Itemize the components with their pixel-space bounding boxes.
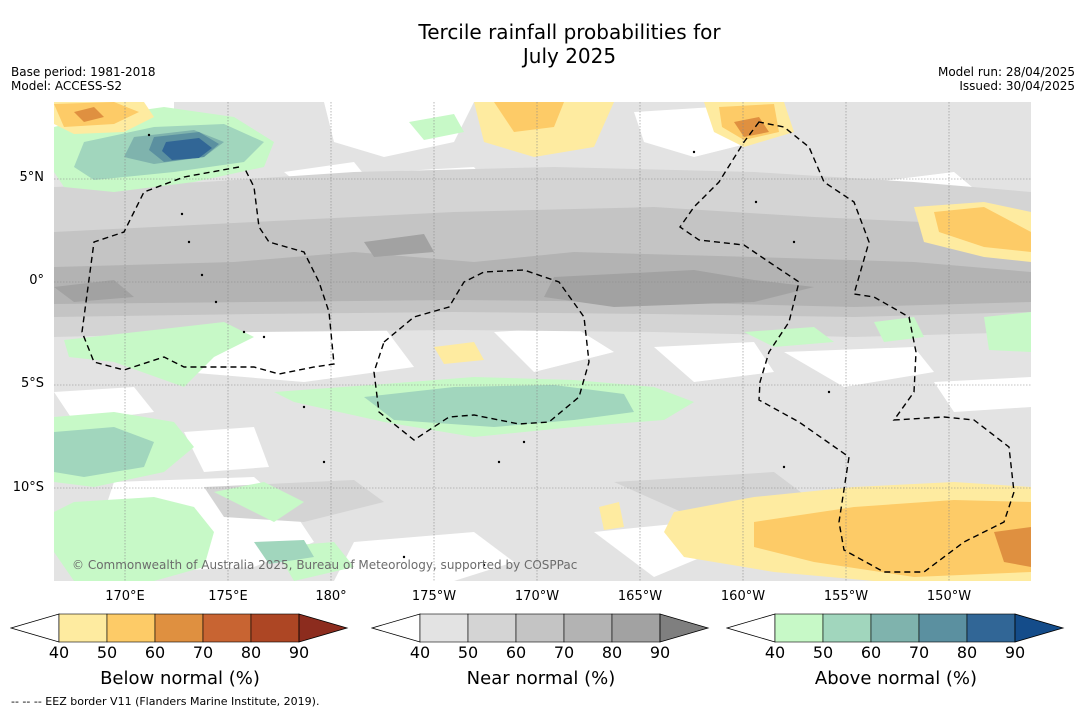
eez-kiribati-phoenix [373,269,590,441]
colorbar-below-normal: 40 50 60 70 80 90 Below normal (%) [9,612,350,692]
colorbar-near-svg [370,613,710,643]
cb-near-tick-70: 70 [553,643,575,662]
lat-label-5s: 5°S [20,376,44,391]
cb-above-tick-70: 70 [908,643,930,662]
meta-right: Model run: 28/04/2025 Issued: 30/04/2025 [938,65,1075,93]
cb-below-tick-60: 60 [144,643,166,662]
near-normal-80 [54,234,814,307]
model-run: Model run: 28/04/2025 [937,65,1075,79]
colorbar-extend-low [9,613,60,643]
colorbar-below-svg [9,613,349,643]
cb-near-tick-50: 50 [457,643,479,662]
below-normal-60 [54,102,1031,577]
colorbar-swatch [870,613,920,643]
colorbar-extend-high [659,613,710,643]
cb-below-tick-80: 80 [240,643,262,662]
chart-title: Tercile rainfall probabilities for July … [418,20,721,68]
model-name: Model: ACCESS-S2 [11,79,123,93]
cb-below-tick-50: 50 [96,643,118,662]
eez-borders [81,121,1015,573]
colorbar-swatch [918,613,968,643]
colorbar-swatch [154,613,204,643]
map-canvas [54,102,1031,581]
colorbar-swatch [467,613,517,643]
base-period: Base period: 1981-2018 [11,65,156,79]
colorbar-swatch [563,613,613,643]
cb-above-tick-50: 50 [812,643,834,662]
colorbar-extend-high [1014,613,1065,643]
lat-label-10s: 10°S [12,480,44,495]
cb-below-tick-70: 70 [192,643,214,662]
issued-date: Issued: 30/04/2025 [959,79,1075,93]
cb-near-tick-60: 60 [505,643,527,662]
colorbar-swatch [611,613,661,643]
lon-label-170w: 170°W [514,589,560,604]
lon-label-165w: 165°W [617,589,663,604]
eez-kiribati-line [679,121,1015,573]
above-normal-90 [162,138,212,160]
lon-label-160w: 160°W [720,589,766,604]
cb-above-title: Above normal (%) [814,668,978,689]
cb-below-tick-40: 40 [48,643,70,662]
meta-left: Base period: 1981-2018 Model: ACCESS-S2 [11,65,156,93]
colorbar-above-svg [725,613,1065,643]
lat-label-0: 0° [29,273,44,288]
eez-kiribati-gilbert [81,166,335,375]
probability-map: © Commonwealth of Australia 2025, Bureau… [54,102,1031,581]
cb-near-tick-40: 40 [409,643,431,662]
lat-label-5n: 5°N [19,170,45,185]
colorbar-extend-low [370,613,421,643]
cb-near-tick-90: 90 [649,643,671,662]
colorbar-near-swatches [370,613,710,643]
colorbar-swatch [250,613,300,643]
cb-near-title: Near normal (%) [466,668,616,689]
colorbar-swatch [774,613,824,643]
islands [147,133,831,567]
lon-label-175e: 175°E [208,589,248,604]
lon-label-150w: 150°W [926,589,972,604]
cb-below-tick-90: 90 [288,643,310,662]
colorbar-below-swatches [9,613,349,643]
graticule [54,102,1031,581]
cb-near-tick-80: 80 [601,643,623,662]
colorbar-swatch [202,613,252,643]
colorbar-above-normal: 40 50 60 70 80 90 Above normal (%) [725,612,1066,692]
colorbar-above-swatches [725,613,1065,643]
lon-label-175w: 175°W [411,589,457,604]
copyright-notice: © Commonwealth of Australia 2025, Bureau… [72,558,578,572]
cb-above-tick-80: 80 [956,643,978,662]
colorbar-extend-high [298,613,349,643]
colorbar-swatch [58,613,108,643]
colorbar-swatch [419,613,469,643]
cb-above-tick-60: 60 [860,643,882,662]
cb-above-tick-90: 90 [1004,643,1026,662]
colorbar-near-normal: 40 50 60 70 80 90 Near normal (%) [370,612,711,692]
cb-above-tick-40: 40 [764,643,786,662]
lon-label-155w: 155°W [823,589,869,604]
colorbar-swatch [515,613,565,643]
colorbar-swatch [966,613,1016,643]
lon-label-170e: 170°E [105,589,145,604]
cb-below-title: Below normal (%) [100,668,260,689]
colorbar-swatch [106,613,156,643]
colorbar-extend-low [725,613,776,643]
lon-label-180: 180° [315,589,347,604]
eez-legend-note: -- -- -- EEZ border V11 (Flanders Marine… [11,695,320,708]
colorbar-swatch [822,613,872,643]
